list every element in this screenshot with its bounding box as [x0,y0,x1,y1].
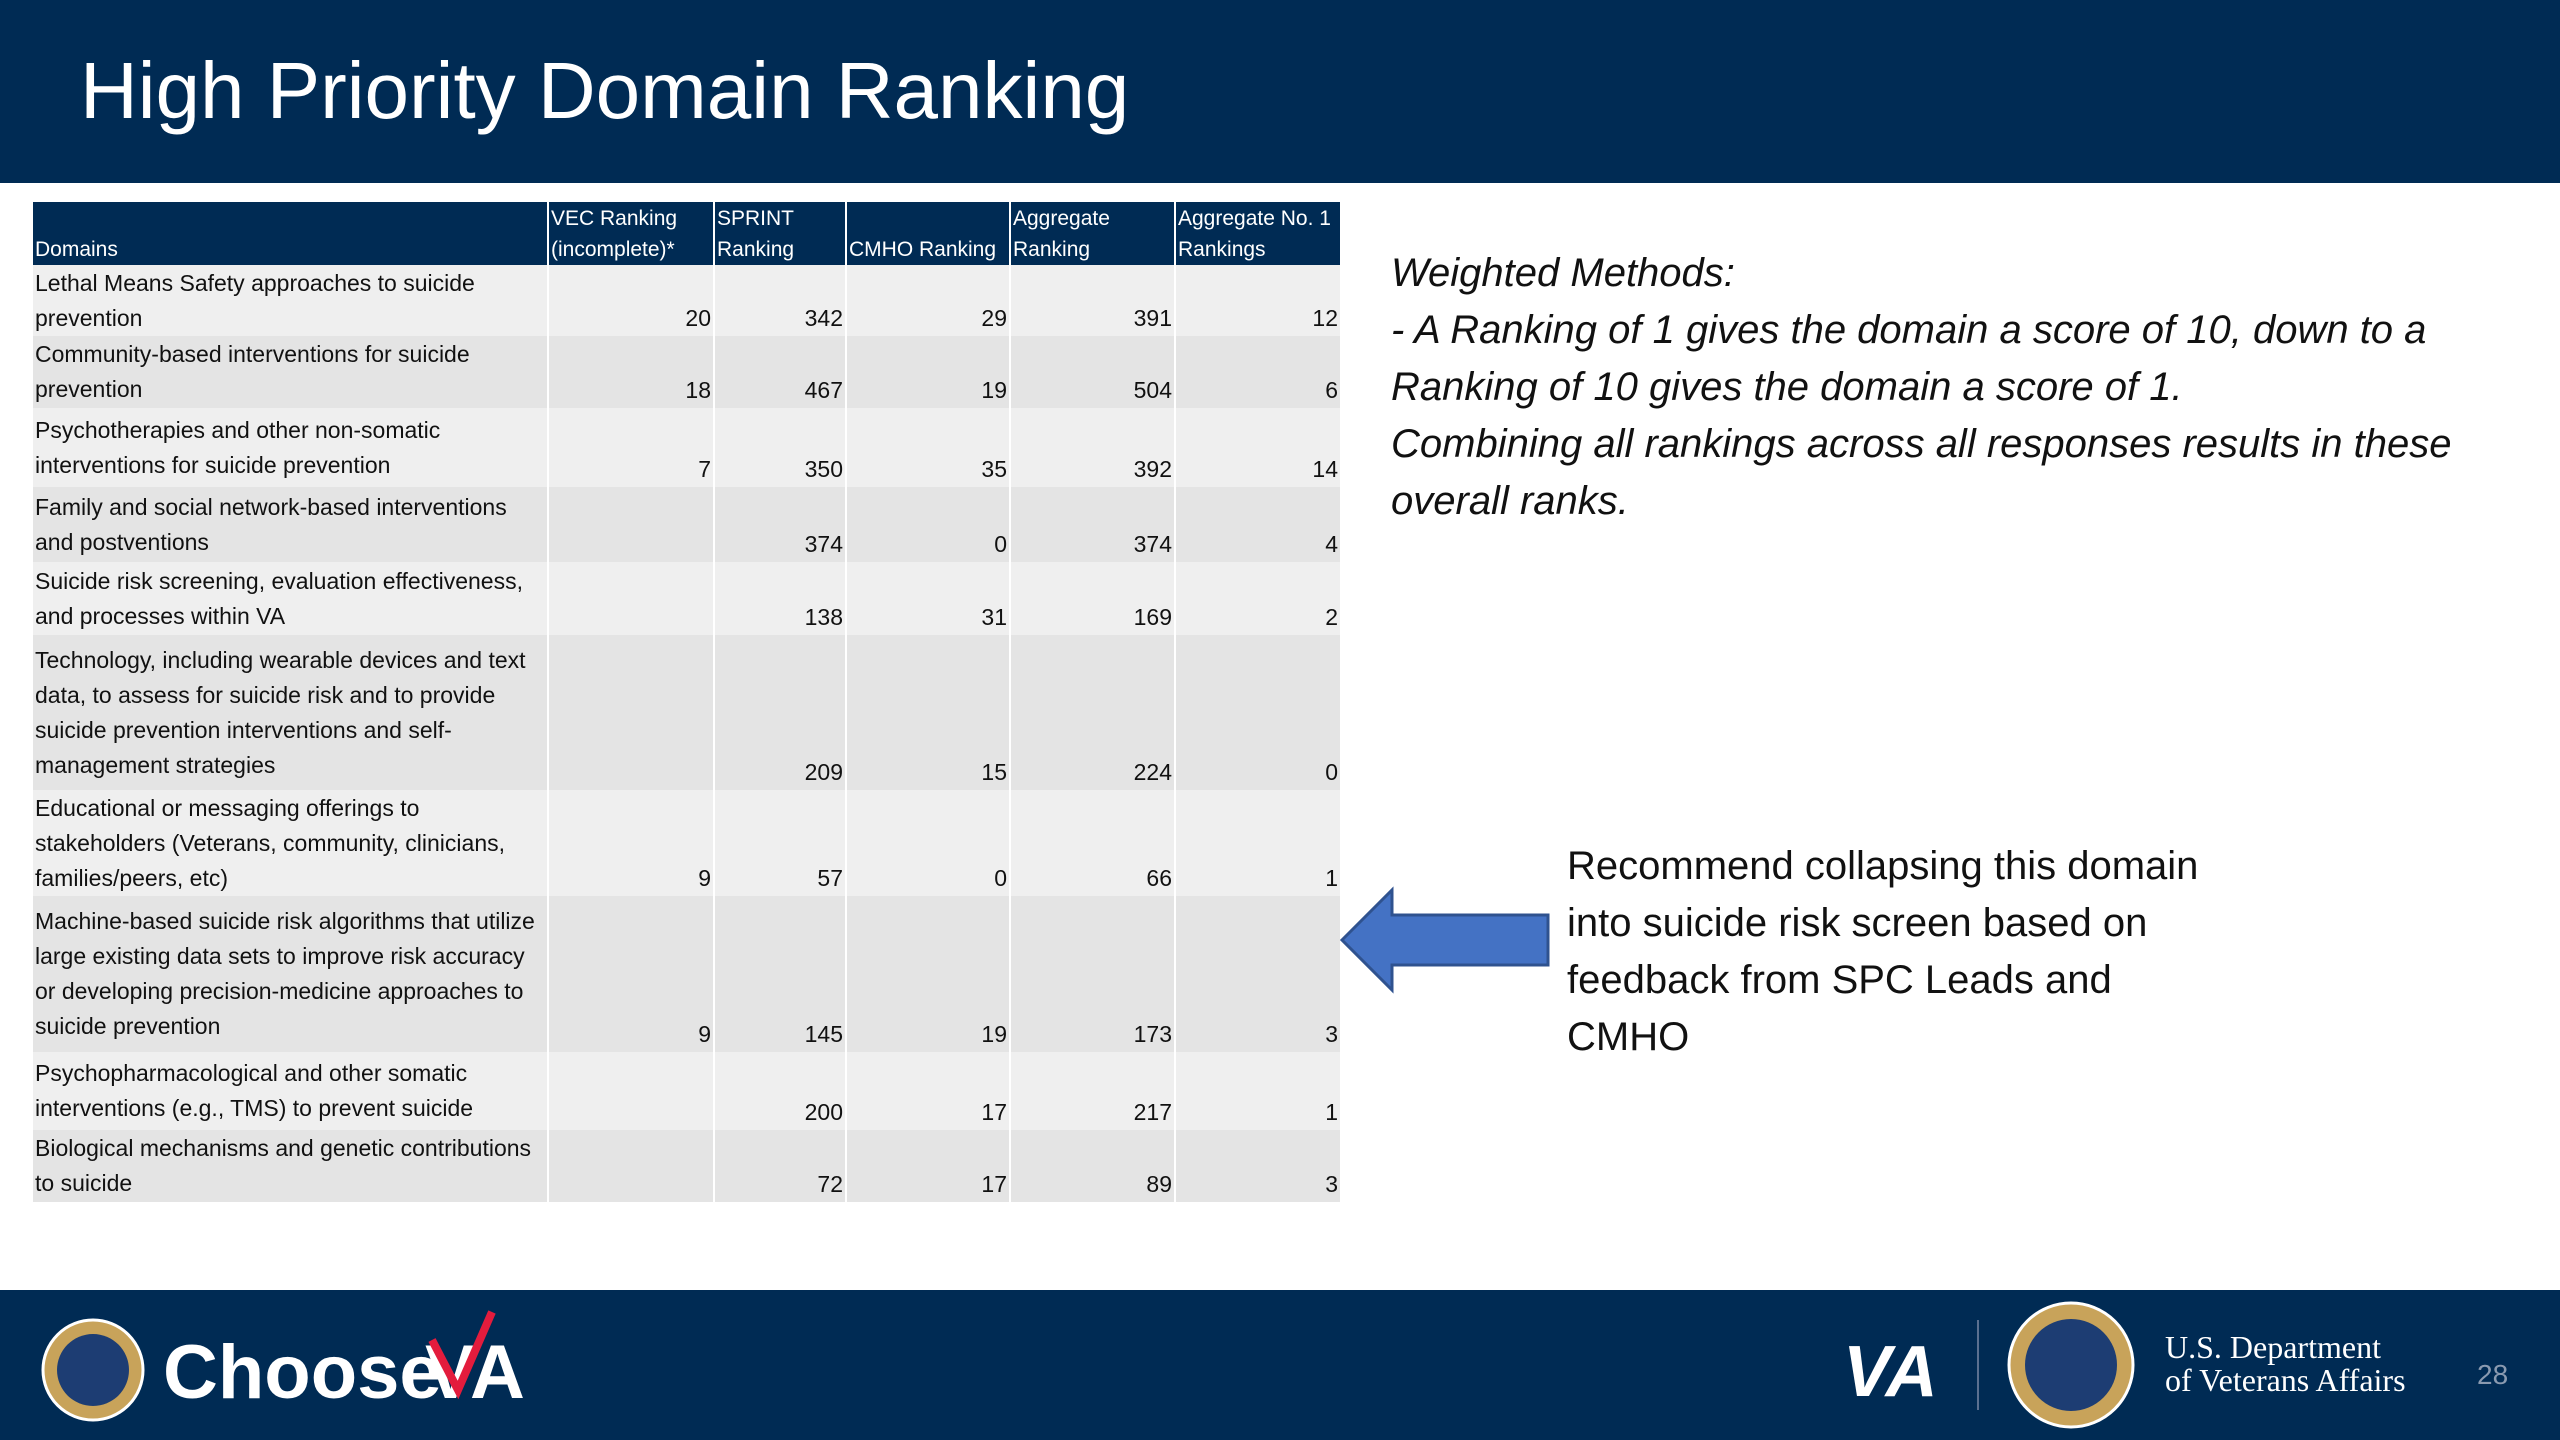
table-cell: 209 [715,635,847,790]
table-cell: 17 [847,1052,1011,1130]
table-cell: 374 [1011,487,1176,562]
table-cell: 19 [847,336,1011,408]
table-cell: 0 [847,790,1011,896]
table-cell: 89 [1011,1130,1176,1202]
column-header: VEC Ranking (incomplete)* [549,202,715,265]
domain-cell: Community-based interventions for suicid… [33,336,549,408]
column-header: SPRINT Ranking [715,202,847,265]
table-cell: 200 [715,1052,847,1130]
department: of Veterans Affairs [2165,1362,2406,1398]
table-cell: 3 [1176,896,1342,1052]
table-cell: 169 [1011,562,1176,635]
table-cell: 17 [847,1130,1011,1202]
domain-cell: Educational or messaging offerings to st… [33,790,549,896]
table-cell: 15 [847,635,1011,790]
table-cell [549,1052,715,1130]
table-cell: 391 [1011,265,1176,336]
table-cell: 467 [715,336,847,408]
table-cell [549,487,715,562]
table-cell: 66 [1011,790,1176,896]
domain-cell: Suicide risk screening, evaluation effec… [33,562,549,635]
domain-cell: Psychotherapies and other non-somatic in… [33,408,549,487]
page-number: 28 [2477,1359,2508,1390]
header-bar [0,0,2560,183]
domain-cell: Machine-based suicide risk algorithms th… [33,896,549,1052]
column-header: CMHO Ranking [847,202,1011,265]
footer-logos: Choose VA VA U.S. Department of Veterans… [41,1301,2508,1429]
table-cell: 0 [1176,635,1342,790]
domain-cell: Lethal Means Safety approaches to suicid… [33,265,549,336]
table-cell: 3 [1176,1130,1342,1202]
notes-line: Combining all rankings across all respon… [1391,422,2452,523]
arrow [1340,886,1550,994]
table-cell: 392 [1011,408,1176,487]
column-header: Aggregate No. 1 Rankings [1176,202,1342,265]
table-cell: 217 [1011,1052,1176,1130]
column-header: Aggregate Ranking [1011,202,1176,265]
table-cell: 1 [1176,1052,1342,1130]
va-logo: VA [1843,1332,1938,1412]
table-cell: 7 [549,408,715,487]
table-cell: 374 [715,487,847,562]
notes-heading: Weighted Methods: [1391,251,1735,295]
domain-cell: Psychopharmacological and other somatic … [33,1052,549,1130]
table-cell: 20 [549,265,715,336]
domain-cell: Biological mechanisms and genetic contri… [33,1130,549,1202]
notes-line: - A Ranking of 1 gives the domain a scor… [1391,308,2427,409]
table-cell: 138 [715,562,847,635]
table-cell: 35 [847,408,1011,487]
table-cell [549,635,715,790]
table-cell: 4 [1176,487,1342,562]
slide-title: High Priority Domain Ranking [80,46,1130,135]
table-cell: 9 [549,896,715,1052]
table-cell: 342 [715,265,847,336]
table-cell: 1 [1176,790,1342,896]
table-cell [549,1130,715,1202]
domain-cell: Family and social network-based interven… [33,487,549,562]
table-cell: 224 [1011,635,1176,790]
table-cell: 145 [715,896,847,1052]
table-cell: 504 [1011,336,1176,408]
table-cell [549,562,715,635]
table-cell: 18 [549,336,715,408]
table-cell: 72 [715,1130,847,1202]
domain-cell: Technology, including wearable devices a… [33,635,549,790]
column-header: Domains [33,202,549,265]
table-cell: 57 [715,790,847,896]
table-cell: 29 [847,265,1011,336]
table-cell: 350 [715,408,847,487]
callout: Recommend collapsing this domain into su… [1567,844,2199,1059]
table-cell: 19 [847,896,1011,1052]
table-cell: 9 [549,790,715,896]
table-cell: 6 [1176,336,1342,408]
department: U.S. Department [2165,1329,2381,1365]
brand-left: Choose [163,1330,442,1415]
notes: Weighted Methods: - A Ranking of 1 gives… [1391,245,2471,530]
table-cell: 31 [847,562,1011,635]
table-cell: 12 [1176,265,1342,336]
table-cell: 2 [1176,562,1342,635]
table-cell: 0 [847,487,1011,562]
table-cell: 173 [1011,896,1176,1052]
table-cell: 14 [1176,408,1342,487]
